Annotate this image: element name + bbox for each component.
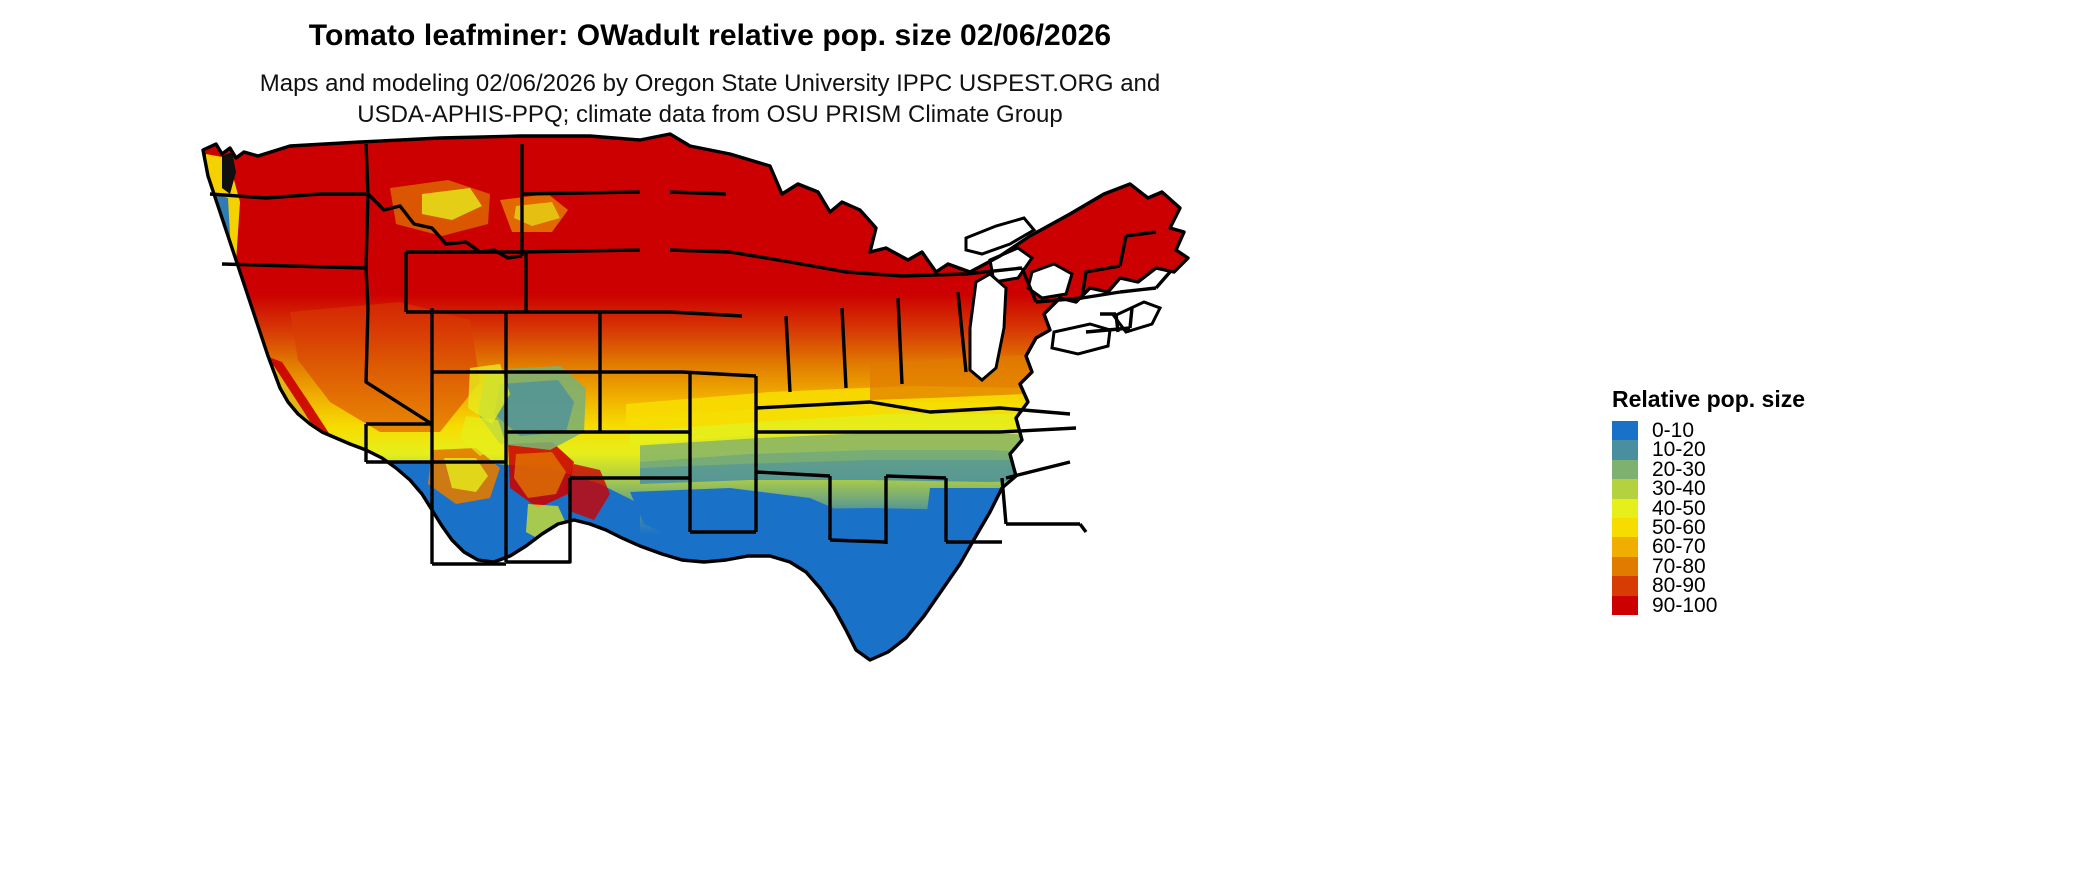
legend-row[interactable]: 50-60 bbox=[1600, 515, 1930, 539]
legend-swatch bbox=[1612, 498, 1638, 518]
legend-title: Relative pop. size bbox=[1612, 386, 1806, 412]
legend-swatch bbox=[1612, 440, 1638, 460]
legend-label: 90-100 bbox=[1652, 593, 1718, 617]
legend-label: 0-10 bbox=[1652, 419, 1695, 442]
title-block: Tomato leafminer: OWadult relative pop. … bbox=[0, 0, 1420, 131]
legend-row[interactable]: 0-10 bbox=[1600, 419, 1930, 442]
legend-swatch bbox=[1612, 421, 1638, 441]
legend-label: 10-20 bbox=[1652, 438, 1706, 462]
legend-label: 50-60 bbox=[1652, 515, 1706, 539]
page-title: Tomato leafminer: OWadult relative pop. … bbox=[308, 19, 1112, 52]
figure-subtitle: Maps and modeling 02/06/2026 by Oregon S… bbox=[0, 68, 1420, 132]
state-boundaries bbox=[201, 132, 1190, 662]
legend-items: 0-10 10-20 20-30 30-40 40-50 50-60 60-70 70-80 8… bbox=[1600, 419, 1930, 617]
map-svg bbox=[201, 132, 1190, 662]
legend-label: 70-80 bbox=[1652, 554, 1706, 578]
legend-row[interactable]: 60-70 bbox=[1600, 535, 1930, 559]
legend-label: 30-40 bbox=[1652, 477, 1706, 501]
map-legend: Relative pop. size 0-10 10-20 20-30 30-40 40… bbox=[1600, 386, 1930, 617]
legend-row[interactable]: 70-80 bbox=[1600, 554, 1930, 578]
legend-swatch bbox=[1612, 576, 1638, 596]
legend-swatch bbox=[1612, 537, 1638, 557]
legend-label: 60-70 bbox=[1652, 535, 1706, 559]
legend-row[interactable]: 80-90 bbox=[1600, 574, 1930, 598]
legend-label: 40-50 bbox=[1652, 496, 1706, 520]
legend-row[interactable]: 40-50 bbox=[1600, 496, 1930, 520]
legend-swatch bbox=[1612, 556, 1638, 577]
legend-row[interactable]: 30-40 bbox=[1600, 477, 1930, 501]
subtitle-line-2: USDA-APHIS-PPQ; climate data from OSU PR… bbox=[357, 101, 1063, 129]
legend-swatch bbox=[1612, 595, 1638, 615]
subtitle-line-1: Maps and modeling 02/06/2026 by Oregon S… bbox=[259, 69, 1161, 97]
choropleth-map[interactable] bbox=[170, 132, 1230, 672]
legend-swatch bbox=[1612, 517, 1638, 538]
legend-swatch bbox=[1612, 479, 1638, 499]
legend-swatch bbox=[1612, 459, 1638, 480]
legend-label: 20-30 bbox=[1652, 457, 1706, 481]
legend-row[interactable]: 90-100 bbox=[1600, 593, 1930, 617]
legend-row[interactable]: 10-20 bbox=[1600, 438, 1930, 462]
legend-label: 80-90 bbox=[1652, 574, 1706, 598]
legend-row[interactable]: 20-30 bbox=[1600, 457, 1930, 481]
